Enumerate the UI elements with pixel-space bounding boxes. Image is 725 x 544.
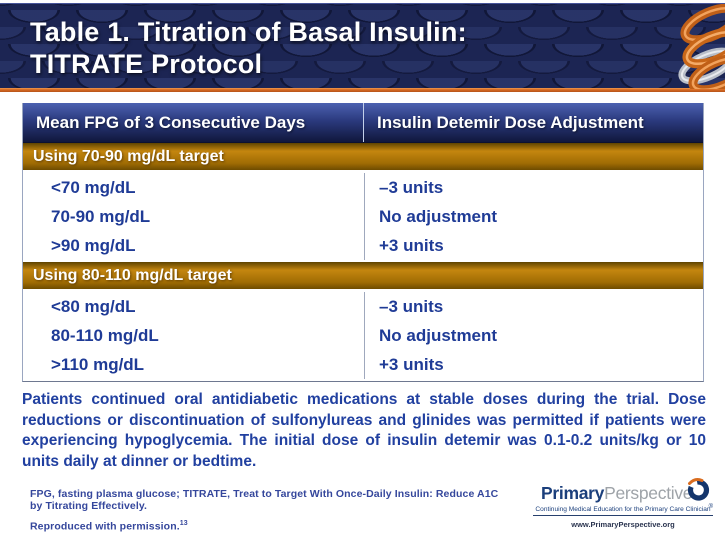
- column-header-fpg: Mean FPG of 3 Consecutive Days: [23, 103, 364, 142]
- dose-cell: –3 units: [364, 173, 703, 202]
- footnote-abbreviations-line2: by Titrating Effectively.: [30, 500, 148, 512]
- trial-notes-paragraph: Patients continued oral antidiabetic med…: [22, 391, 706, 470]
- dose-cell: No adjustment: [364, 202, 703, 231]
- dose-cell: –3 units: [364, 292, 703, 321]
- logo-brand-primary: Primary: [541, 483, 605, 503]
- fpg-cell: <70 mg/dL: [51, 177, 136, 197]
- footnotes: FPG, fasting plasma glucose; TITRATE, Tr…: [30, 488, 498, 533]
- section-band-80-110: Using 80-110 mg/dL target: [23, 262, 703, 289]
- slide-title-line2: TITRATE Protocol: [30, 49, 263, 79]
- table-row: <70 mg/dL –3 units: [23, 173, 703, 202]
- logo-swirl-icon: [687, 478, 710, 501]
- table-row: 80-110 mg/dL No adjustment: [23, 321, 703, 350]
- dose-cell: +3 units: [364, 231, 703, 260]
- logo-wordmark: PrimaryPerspective ®: [533, 478, 713, 510]
- table-row: >90 mg/dL +3 units: [23, 231, 703, 260]
- logo-url: www.PrimaryPerspective.org: [571, 520, 675, 529]
- section-rows-80-110: <80 mg/dL –3 units 80-110 mg/dL No adjus…: [23, 289, 703, 381]
- dose-cell: +3 units: [364, 350, 703, 379]
- table-row: >110 mg/dL +3 units: [23, 350, 703, 379]
- column-header-dose: Insulin Detemir Dose Adjustment: [377, 112, 644, 132]
- dose-cell: No adjustment: [364, 321, 703, 350]
- logo-brand-secondary: Perspective: [604, 483, 693, 503]
- reference-superscript: 13: [179, 520, 188, 527]
- slide-title-line1: Table 1. Titration of Basal Insulin:: [30, 17, 467, 47]
- section-band-70-90: Using 70-90 mg/dL target: [23, 143, 703, 170]
- fpg-cell: 80-110 mg/dL: [51, 325, 159, 345]
- table-row: 70-90 mg/dL No adjustment: [23, 202, 703, 231]
- fpg-cell: >110 mg/dL: [51, 354, 145, 374]
- header-band: Table 1. Titration of Basal Insulin: TIT…: [0, 3, 725, 89]
- table-row: <80 mg/dL –3 units: [23, 292, 703, 321]
- helix-graphic: [678, 4, 725, 89]
- fpg-cell: 70-90 mg/dL: [51, 206, 151, 226]
- registered-mark: ®: [708, 504, 713, 510]
- footnote-reproduced: Reproduced with permission.13: [30, 518, 498, 533]
- primary-perspective-logo: PrimaryPerspective ® Continuing Medical …: [533, 478, 713, 529]
- header-accent-line: [0, 88, 725, 92]
- section-rows-70-90: <70 mg/dL –3 units 70-90 mg/dL No adjust…: [23, 170, 703, 262]
- fpg-cell: <80 mg/dL: [51, 296, 136, 316]
- table-header-row: Mean FPG of 3 Consecutive Days Insulin D…: [23, 103, 703, 143]
- fpg-cell: >90 mg/dL: [51, 235, 136, 255]
- titration-table: Mean FPG of 3 Consecutive Days Insulin D…: [22, 103, 704, 382]
- footnote-abbreviations-line1: FPG, fasting plasma glucose; TITRATE, Tr…: [30, 488, 499, 500]
- slide-title: Table 1. Titration of Basal Insulin: TIT…: [30, 16, 467, 80]
- logo-tagline: Continuing Medical Education for the Pri…: [533, 505, 713, 516]
- footnote-reproduced-text: Reproduced with permission.: [30, 520, 180, 533]
